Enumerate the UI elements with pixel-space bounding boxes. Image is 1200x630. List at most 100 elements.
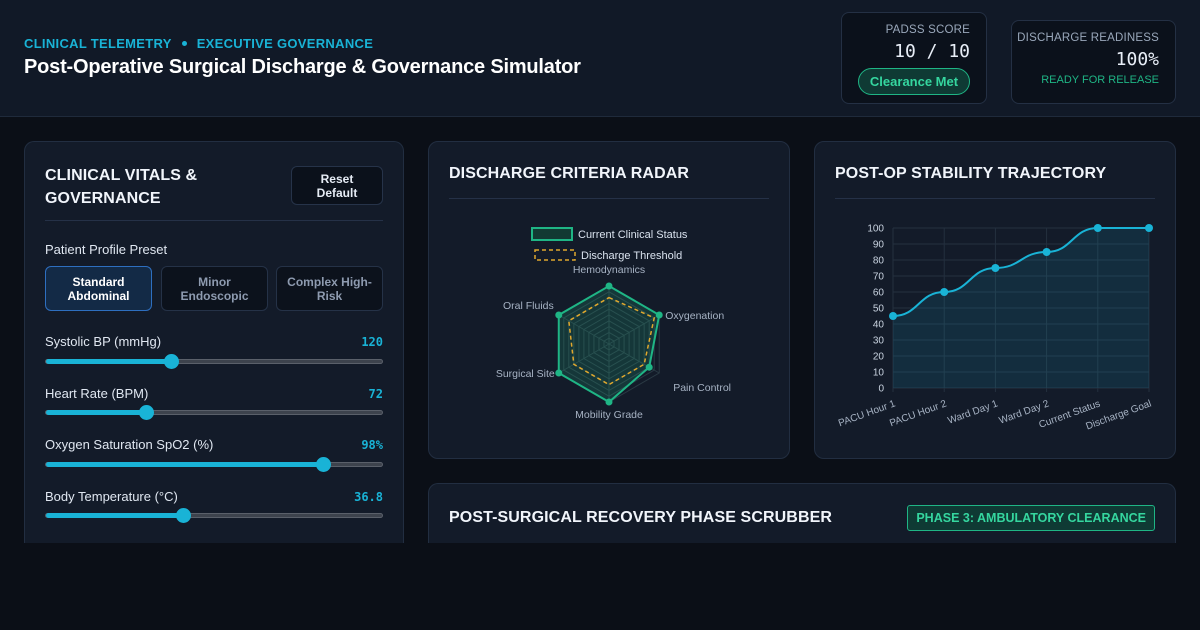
legend-current-swatch	[531, 227, 573, 241]
trajectory-point	[1145, 224, 1153, 232]
preset-line1: Complex High-	[287, 274, 372, 289]
x-tick-label: Ward Day 1	[946, 398, 999, 426]
separator-dot	[181, 41, 187, 46]
preset-line2: Endoscopic	[180, 288, 249, 303]
systolic-bp-label: Systolic BP (mmHg)	[45, 334, 162, 349]
discharge-readiness-value: 100%	[1115, 49, 1159, 70]
radar-axis-label: Surgical Site	[496, 368, 555, 380]
clearance-status-badge: Clearance Met	[858, 68, 970, 95]
y-tick-label: 0	[878, 384, 884, 395]
radar-current-point	[645, 363, 653, 371]
radar-threshold-line	[568, 296, 656, 386]
radar-axis-label: Oxygenation	[665, 310, 724, 322]
padss-score-label: PADSS SCORE	[885, 24, 970, 36]
trajectory-point	[1093, 224, 1102, 232]
y-tick-label: 50	[873, 304, 885, 315]
preset-line1: Standard	[72, 274, 125, 289]
systolic-bp-value: 120	[361, 335, 383, 349]
heart-rate-slider[interactable]	[45, 405, 383, 420]
radar-axis-line	[608, 314, 660, 345]
radar-current-point	[655, 311, 663, 319]
header-kicker: CLINICAL TELEMETRY EXECUTIVE GOVERNANCE	[24, 36, 373, 51]
spo2-value: 98%	[361, 438, 383, 452]
x-tick-label: PACU Hour 1	[837, 398, 897, 429]
reset-label-line1: Reset	[320, 171, 354, 186]
slider-fill	[46, 359, 172, 364]
recovery-phase-scrubber-panel: POST-SURGICAL RECOVERY PHASE SCRUBBER PH…	[428, 483, 1176, 543]
body-temperature-value: 36.8	[354, 490, 383, 504]
phase-panel-title: POST-SURGICAL RECOVERY PHASE SCRUBBER	[449, 509, 833, 526]
app-header: CLINICAL TELEMETRY EXECUTIVE GOVERNANCE …	[0, 0, 1200, 117]
trajectory-point	[889, 312, 897, 320]
preset-line2: Abdominal	[67, 288, 130, 303]
radar-axis-line	[558, 343, 610, 374]
clinical-vitals-panel: CLINICAL VITALS & GOVERNANCE Reset Defau…	[24, 141, 404, 543]
page-title: Post-Operative Surgical Discharge & Gove…	[24, 56, 581, 78]
vitals-title-line2: GOVERNANCE	[45, 190, 161, 207]
trajectory-panel-title: POST-OP STABILITY TRAJECTORY	[835, 165, 1107, 182]
y-tick-label: 40	[873, 320, 885, 331]
y-tick-label: 70	[873, 272, 885, 283]
reset-label-line2: Default	[316, 185, 358, 200]
preset-line1: Minor	[198, 274, 231, 289]
y-tick-label: 90	[873, 240, 885, 251]
heart-rate-label: Heart Rate (BPM)	[45, 386, 149, 401]
legend-threshold-swatch	[534, 249, 576, 261]
radar-axis-label: Hemodynamics	[573, 264, 645, 276]
reset-default-button[interactable]: Reset Default	[291, 166, 383, 205]
radar-axis-line	[558, 314, 610, 345]
radar-current-status-area	[557, 284, 661, 404]
radar-current-point	[605, 282, 613, 290]
discharge-readiness-card: DISCHARGE READINESS 100% READY FOR RELEA…	[1011, 20, 1176, 104]
y-tick-label: 20	[873, 352, 885, 363]
slider-fill	[46, 513, 183, 518]
slider-thumb[interactable]	[164, 354, 180, 369]
radar-panel-title: DISCHARGE CRITERIA RADAR	[449, 165, 690, 182]
preset-line2: Risk	[316, 288, 343, 303]
preset-standard-abdominal-button[interactable]: Standard Abdominal	[45, 266, 152, 311]
kicker-executive-governance: EXECUTIVE GOVERNANCE	[196, 36, 374, 51]
stability-trajectory-panel: POST-OP STABILITY TRAJECTORY 0 10 20 30 40 50…	[814, 141, 1176, 459]
radar-current-point	[555, 311, 563, 319]
radar-axis-label: Mobility Grade	[575, 409, 643, 421]
discharge-readiness-label: DISCHARGE READINESS	[1017, 32, 1159, 44]
x-tick-label: PACU Hour 2	[888, 398, 948, 429]
current-phase-badge: PHASE 3: AMBULATORY CLEARANCE	[907, 505, 1155, 531]
slider-thumb[interactable]	[175, 508, 191, 523]
padss-score-card: PADSS SCORE 10 / 10 Clearance Met	[841, 12, 987, 104]
vitals-title-line1: CLINICAL VITALS &	[45, 167, 198, 184]
slider-thumb[interactable]	[138, 405, 154, 420]
radar-axis-label: Pain Control	[673, 382, 731, 394]
trajectory-point	[1042, 248, 1051, 256]
patient-profile-preset-label: Patient Profile Preset	[45, 242, 168, 257]
trajectory-area-fill	[893, 228, 1149, 388]
radar-current-point	[605, 398, 613, 406]
y-tick-label: 60	[873, 288, 885, 299]
y-tick-label: 30	[873, 336, 885, 347]
legend-current-label: Current Clinical Status	[578, 229, 688, 241]
trajectory-divider	[835, 198, 1155, 199]
slider-fill	[46, 462, 324, 467]
preset-complex-high-risk-button[interactable]: Complex High- Risk	[276, 266, 383, 311]
radar-divider	[449, 198, 769, 199]
vitals-divider	[45, 220, 383, 221]
body-temperature-label: Body Temperature (°C)	[45, 489, 178, 504]
radar-axis-label: Oral Fluids	[503, 300, 554, 312]
padss-score-value: 10 / 10	[894, 41, 970, 62]
spo2-slider[interactable]	[45, 457, 383, 472]
trajectory-point	[991, 264, 1000, 272]
discharge-criteria-radar-panel: DISCHARGE CRITERIA RADAR Current Clinica…	[428, 141, 790, 459]
y-tick-label: 10	[873, 368, 885, 379]
spo2-label: Oxygen Saturation SpO2 (%)	[45, 437, 214, 452]
body-temperature-slider[interactable]	[45, 508, 383, 523]
systolic-bp-slider[interactable]	[45, 354, 383, 369]
radar-current-point	[555, 369, 563, 377]
vitals-panel-title: CLINICAL VITALS & GOVERNANCE	[45, 164, 197, 210]
slider-thumb[interactable]	[316, 457, 332, 472]
trajectory-point	[940, 288, 949, 296]
heart-rate-value: 72	[368, 387, 383, 401]
preset-minor-endoscopic-button[interactable]: Minor Endoscopic	[161, 266, 268, 311]
ready-for-release-status: READY FOR RELEASE	[1041, 74, 1159, 86]
legend-threshold-label: Discharge Threshold	[581, 250, 682, 262]
